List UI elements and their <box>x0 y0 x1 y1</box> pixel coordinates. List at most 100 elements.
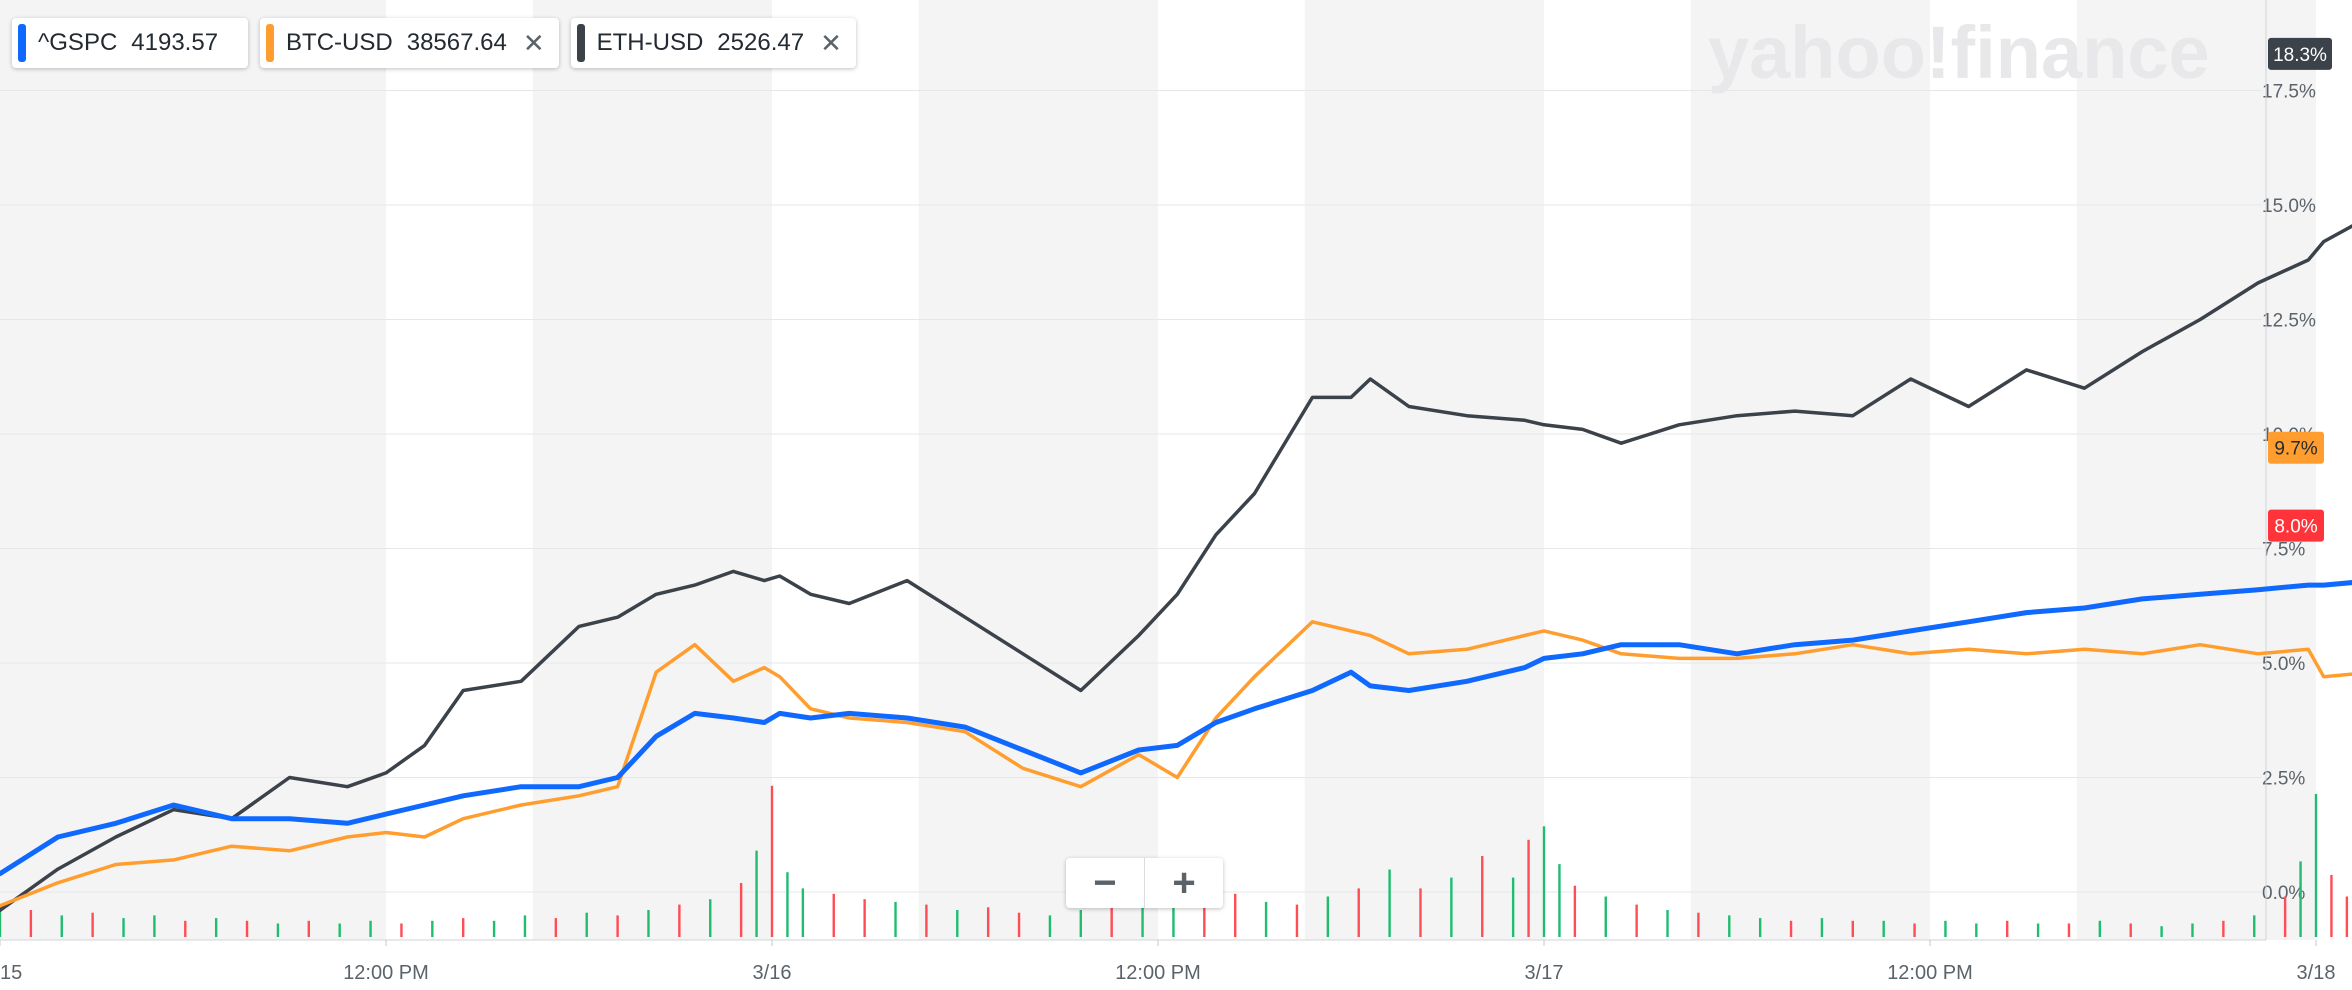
volume-bar <box>863 899 866 937</box>
volume-bar <box>523 915 527 937</box>
volume-bar <box>1635 904 1638 937</box>
day-shade <box>532 0 772 940</box>
volume-bar <box>1851 920 1854 937</box>
legend-price: 4193.57 <box>131 29 219 56</box>
volume-bar <box>2222 920 2225 937</box>
x-tick-label: 12:00 PM <box>1115 962 1201 984</box>
legend-item-btc[interactable]: BTC-USD 38567.64 ✕ <box>260 18 559 68</box>
series-end-tag <box>2268 509 2324 542</box>
legend-price: 38567.64 <box>406 29 507 56</box>
zoom-out-button[interactable]: − <box>1066 858 1144 908</box>
volume-bar <box>770 785 774 937</box>
volume-bar <box>1326 896 1330 937</box>
volume-bar <box>1820 918 1824 937</box>
y-tick-label: 17.5% <box>2262 82 2316 103</box>
y-tick-label: 7.5% <box>2262 540 2305 561</box>
y-tick-label: 0.0% <box>2262 883 2305 904</box>
series-end-tag <box>2268 37 2332 70</box>
volume-bar <box>1882 920 1885 937</box>
volume-bar <box>400 923 403 937</box>
volume-bar <box>986 907 990 937</box>
volume-bar <box>2330 874 2333 937</box>
volume-bar <box>585 912 588 937</box>
volume-bar <box>1604 896 1607 937</box>
volume-bar <box>431 920 434 937</box>
day-shade <box>2076 0 2316 940</box>
volume-bar <box>369 920 372 937</box>
volume-bar <box>1481 856 1484 937</box>
volume-bar <box>2314 793 2318 937</box>
volume-bar <box>678 904 681 937</box>
y-tick-label: 12.5% <box>2262 311 2316 332</box>
close-icon[interactable]: ✕ <box>820 27 842 58</box>
volume-bar <box>2036 923 2040 937</box>
volume-bar <box>2067 923 2071 937</box>
x-tick-label: 3/17 <box>1525 962 1564 984</box>
volume-bar <box>1450 877 1453 937</box>
legend-price: 2526.47 <box>717 29 805 56</box>
x-tick-label: 15 <box>0 962 22 984</box>
series-end-label: 8.0% <box>2274 517 2317 538</box>
volume-bar <box>2253 915 2256 937</box>
zoom-controls: − + <box>1066 858 1223 908</box>
series-end-label: 18.3% <box>2273 45 2327 66</box>
day-shade <box>1304 0 1544 940</box>
volume-bar <box>801 888 805 937</box>
series-color-swatch <box>576 24 585 62</box>
volume-bar <box>1666 910 1669 937</box>
volume-bar <box>1419 888 1422 937</box>
volume-bar <box>2006 920 2009 937</box>
volume-bar <box>1264 901 1268 937</box>
day-shade <box>1690 0 1930 940</box>
volume-bar <box>91 912 94 937</box>
volume-bar <box>1558 864 1561 937</box>
volume-bar <box>647 910 650 937</box>
volume-bar <box>1357 888 1360 937</box>
y-tick-label: 15.0% <box>2262 196 2316 217</box>
volume-bar <box>1234 893 1237 937</box>
volume-bar <box>153 915 156 937</box>
day-shade <box>918 0 1158 940</box>
volume-bar <box>554 918 558 937</box>
volume-bar <box>956 910 959 937</box>
volume-bar <box>1542 826 1546 937</box>
volume-bar <box>184 920 187 937</box>
volume-bar <box>1758 918 1762 937</box>
volume-bar <box>1203 899 1206 937</box>
close-icon[interactable]: ✕ <box>522 27 545 58</box>
series-end-tag <box>2268 431 2324 464</box>
volume-bar <box>1110 904 1113 937</box>
volume-bar <box>2191 923 2194 937</box>
volume-bar <box>1295 904 1299 937</box>
y-tick-label: 5.0% <box>2262 654 2305 675</box>
volume-bar <box>0 904 2 937</box>
volume-bar <box>338 923 341 937</box>
volume-bar <box>1527 839 1530 937</box>
volume-bar <box>2299 861 2302 937</box>
volume-bar <box>894 901 897 937</box>
x-tick-label: 12:00 PM <box>1887 962 1973 984</box>
volume-bar <box>1913 923 1916 937</box>
series-color-swatch <box>266 24 275 62</box>
volume-bar <box>1789 920 1793 937</box>
day-shade <box>146 0 386 940</box>
volume-bar <box>276 923 280 937</box>
legend-item-gspc[interactable]: ^GSPC 4193.57 <box>12 18 249 68</box>
volume-bar <box>1172 907 1175 937</box>
plus-icon: + <box>1172 860 1196 905</box>
series-line-btcusd <box>0 620 2352 908</box>
zoom-in-button[interactable]: + <box>1144 858 1223 908</box>
volume-bar <box>1388 869 1391 937</box>
series-color-swatch <box>18 24 26 62</box>
legend-symbol: BTC-USD <box>286 29 393 56</box>
volume-bar <box>2283 896 2287 937</box>
volume-bar <box>2345 896 2349 937</box>
volume-bar <box>2098 920 2102 937</box>
volume-bar <box>2129 923 2132 937</box>
x-tick-label: 12:00 PM <box>343 962 429 984</box>
legend-item-eth[interactable]: ETH-USD 2526.47 ✕ <box>570 18 856 68</box>
series-line-gspc <box>0 580 2352 877</box>
watermark-logo: yahoo!finance <box>1708 11 2210 94</box>
